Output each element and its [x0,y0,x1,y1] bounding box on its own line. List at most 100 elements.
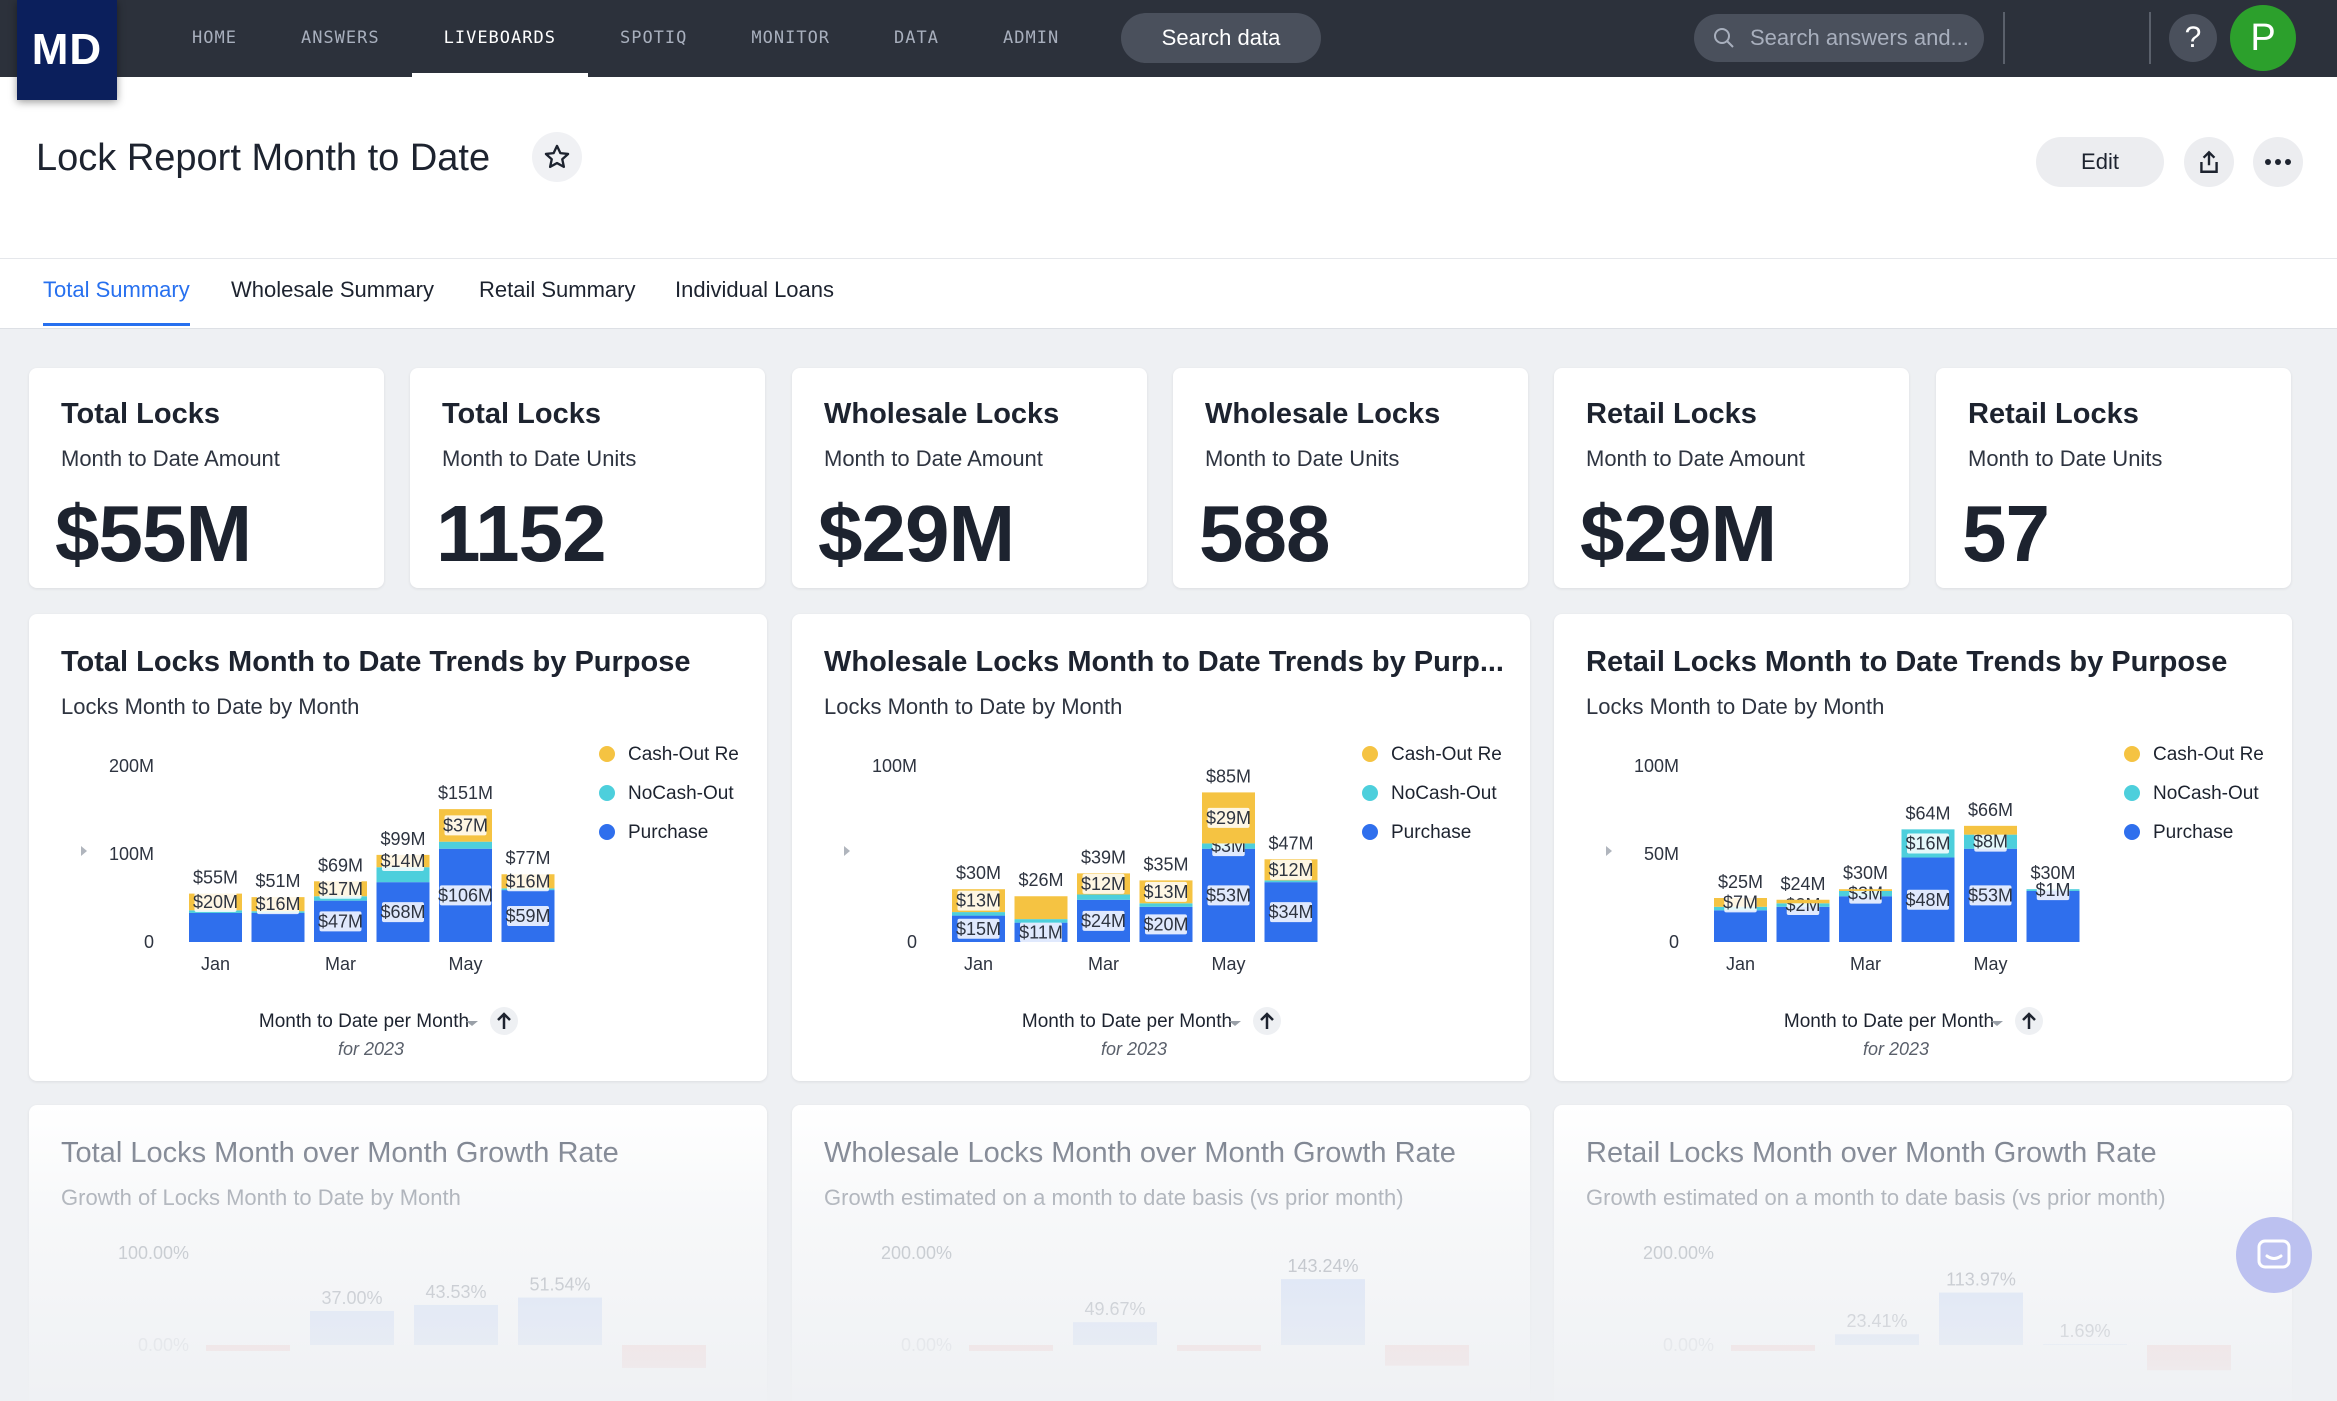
page-title: Lock Report Month to Date [36,137,491,179]
legend-label: Cash-Out Re [628,744,739,765]
favorite-star-button[interactable] [532,132,582,182]
sort-ascending-icon [497,1012,511,1029]
data-label-bg [194,891,237,912]
bar-segment-cashoutre [1964,825,2017,835]
data-label: 1.69% [2059,1321,2110,1341]
kpi-card-retail-locks-units[interactable]: Retail Locks Month to Date Units 57 [1936,368,2291,588]
y-tick-label: 50M [1644,844,1679,864]
chevron-down-icon [1991,1021,2003,1026]
tab-individual-loans[interactable]: Individual Loans [675,277,835,302]
tab-wholesale-summary[interactable]: Wholesale Summary [231,277,434,302]
y-tick-label: 200.00% [881,1243,952,1263]
star-icon [544,144,570,169]
bar-total-label: $51M [255,871,300,891]
divider [2149,12,2151,64]
data-label: 43.53% [425,1282,486,1302]
y-tick-label: 0.00% [138,1335,189,1355]
x-tick-label: Jan [964,954,993,974]
data-label-bg [1270,859,1312,880]
growth-bar [1939,1292,2023,1345]
growth-bar [1835,1334,1919,1345]
bar-total-label: $99M [380,829,425,849]
kpi-title: Retail Locks [1586,398,1757,430]
y-tick-label: 0.00% [1663,1335,1714,1355]
more-options-button[interactable] [2253,137,2303,187]
data-label-bg [1907,833,1949,854]
growth-bar-chart: 100.00% 0.00% 37.00% 43.53% 51.54% [118,1243,706,1368]
bar-segment-cashoutre [1014,896,1068,920]
legend-swatch [2124,824,2140,840]
nav-item-home[interactable]: HOME [192,28,237,48]
tab-total-summary[interactable]: Total Summary [43,277,190,326]
data-label: $24M [1081,911,1126,931]
chart-card-retail-growth[interactable]: Retail Locks Month over Month Growth Rat… [1554,1105,2292,1401]
help-button[interactable]: ? [2169,14,2217,62]
chart-card-retail-trends[interactable]: Retail Locks Month to Date Trends by Pur… [1554,614,2292,1081]
bar-segment-nocashout [439,841,492,849]
kpi-card-total-locks-units[interactable]: Total Locks Month to Date Units 1152 [410,368,765,588]
x-tick-label: May [1211,954,1245,974]
data-label: $16M [505,871,550,891]
bar-segment-purchase [189,912,242,942]
data-label: 51.54% [529,1275,590,1295]
nav-item-monitor[interactable]: MONITOR [751,28,831,48]
data-label: $3M [1848,884,1883,904]
kpi-card-wholesale-locks-units[interactable]: Wholesale Locks Month to Date Units 588 [1173,368,1528,588]
bar-total-label: $39M [1081,847,1126,867]
data-label: $13M [956,891,1001,911]
nav-item-liveboards[interactable]: LIVEBOARDS [411,0,589,77]
data-label-bg [1145,914,1187,935]
chart-card-wholesale-trends[interactable]: Wholesale Locks Month to Date Trends by … [792,614,1530,1081]
data-label: $15M [956,919,1001,939]
data-label: 37.00% [321,1288,382,1308]
data-label: $68M [380,902,425,922]
kpi-card-retail-locks-amount[interactable]: Retail Locks Month to Date Amount $29M [1554,368,1909,588]
bar-total-label: $30M [956,863,1001,883]
search-data-button[interactable]: Search data [1121,13,1321,63]
chart-card-total-trends[interactable]: Total Locks Month to Date Trends by Purp… [29,614,767,1081]
kpi-card-wholesale-locks-amount[interactable]: Wholesale Locks Month to Date Amount $29… [792,368,1147,588]
chart-subtitle: Locks Month to Date by Month [1586,694,1885,719]
bar-total-label: $25M [1718,872,1763,892]
data-label-bg [382,902,424,923]
user-avatar[interactable]: P [2230,5,2296,71]
data-label-bg [444,815,487,836]
growth-bar [1073,1322,1157,1345]
stacked-bar-chart: 0 100M 200M $20M $55M Jan $16M $51M $47M $17M $69M… [81,744,739,1059]
legend-label: Purchase [1391,822,1471,843]
data-label-bg [1082,873,1125,894]
growth-bar [414,1304,498,1345]
nav-item-answers[interactable]: ANSWERS [300,28,380,48]
growth-bar-negative [1731,1345,1815,1351]
bar-segment-purchase [251,912,305,942]
md-logo[interactable]: MD [17,0,117,100]
bar-segment-cashoutre [1839,889,1892,891]
legend-label: Cash-Out Re [1391,744,1502,765]
data-label-bg [1270,902,1312,923]
kpi-card-total-locks-amount[interactable]: Total Locks Month to Date Amount $55M [29,368,384,588]
edit-button[interactable]: Edit [2036,137,2164,187]
liveboard-tabs: Total Summary Wholesale Summary Retail S… [0,259,2337,329]
growth-bar-chart: 200.00% 0.00% 23.41% 113.97% 1.69% [1643,1243,2231,1371]
data-label: $20M [1143,914,1188,934]
data-label: $37M [443,815,488,835]
bar-total-label: $55M [193,868,238,888]
chat-launcher-button[interactable] [2236,1217,2312,1293]
legend-label: Purchase [628,822,708,843]
bar-total-label: $47M [1268,833,1313,853]
legend-label: Purchase [2153,822,2233,843]
nav-item-admin[interactable]: ADMIN [1003,28,1060,48]
data-label-bg [957,890,1000,911]
chart-card-total-growth[interactable]: Total Locks Month over Month Growth Rate… [29,1105,767,1401]
kpi-value: 1152 [436,489,607,578]
chart-card-wholesale-growth[interactable]: Wholesale Locks Month over Month Growth … [792,1105,1530,1401]
x-tick-label: Jan [201,954,230,974]
bar-total-label: $66M [1968,800,2013,820]
tab-retail-summary[interactable]: Retail Summary [479,277,636,302]
data-label: $17M [318,879,363,899]
share-button[interactable] [2184,137,2234,187]
nav-item-data[interactable]: DATA [894,28,939,48]
search-answers-input[interactable]: Search answers and... [1694,14,1984,62]
bar-segment-nocashout [952,912,1005,916]
nav-item-spotiq[interactable]: SPOTIQ [619,28,688,48]
